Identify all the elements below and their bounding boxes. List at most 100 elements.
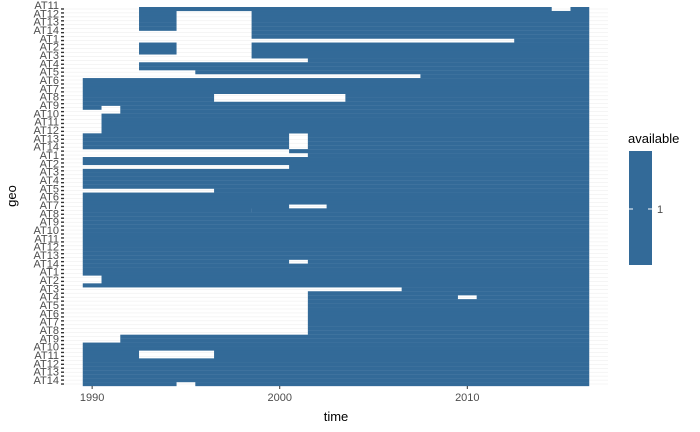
heatmap-cell <box>251 208 590 213</box>
heatmap-cell <box>307 303 590 308</box>
y-tick-label: AT5 <box>40 300 59 312</box>
heatmap-cell <box>82 232 590 237</box>
heatmap-cell <box>82 235 590 241</box>
y-tick-label: AT6 <box>40 75 59 87</box>
heatmap-cell <box>139 22 177 27</box>
heatmap-cell <box>307 318 590 323</box>
heatmap-cell <box>289 149 590 154</box>
heatmap-cell <box>82 180 590 185</box>
x-tick-label: 2000 <box>267 392 291 404</box>
y-tick-label: AT7 <box>40 83 59 95</box>
heatmap-cell <box>82 184 590 189</box>
heatmap-cell <box>82 168 590 173</box>
y-tick-label: AT3 <box>40 283 59 295</box>
heatmap-cell <box>82 342 590 347</box>
heatmap-cell <box>139 18 177 23</box>
y-tick-label: AT14 <box>34 142 59 154</box>
heatmap-cell <box>82 220 590 225</box>
heatmap-cell <box>82 93 215 98</box>
heatmap-cell <box>139 50 177 55</box>
heatmap-cell <box>251 22 590 27</box>
heatmap-cell <box>82 271 590 276</box>
y-tick-label: AT11 <box>34 0 59 12</box>
heatmap-cell <box>420 74 590 79</box>
heatmap-cell <box>82 243 590 248</box>
y-tick-label: AT4 <box>40 292 59 304</box>
y-tick-label: AT10 <box>34 225 59 237</box>
heatmap-cell <box>82 89 590 95</box>
y-tick-label: AT11 <box>34 117 59 129</box>
heatmap-cell <box>401 287 590 292</box>
heatmap-cell <box>120 105 590 110</box>
heatmap-cell <box>82 374 590 379</box>
heatmap-cell <box>101 125 590 130</box>
heatmap-cell <box>120 334 590 339</box>
heatmap-cell <box>307 133 590 138</box>
heatmap-cell <box>82 204 290 209</box>
heatmap-cell <box>82 157 590 162</box>
y-tick-label: AT2 <box>40 158 59 170</box>
heatmap-cell <box>82 141 290 146</box>
y-tick-label: AT7 <box>40 317 59 329</box>
y-tick-label: AT1 <box>40 150 59 162</box>
heatmap-cell <box>82 346 590 351</box>
heatmap-cell <box>82 263 590 268</box>
heatmap-cell <box>82 78 590 83</box>
heatmap-cell <box>82 228 590 233</box>
heatmap-cell <box>139 46 177 51</box>
y-tick-label: AT8 <box>40 208 59 220</box>
heatmap-cell <box>82 212 590 217</box>
y-tick-label: AT3 <box>40 167 59 179</box>
heatmap-cell <box>307 145 590 150</box>
heatmap-cell <box>326 204 590 209</box>
heatmap-cell <box>251 18 590 23</box>
heatmap-cell <box>82 370 590 375</box>
heatmap-cell <box>82 160 590 166</box>
heatmap-cell <box>82 137 290 142</box>
heatmap-cell <box>82 350 140 355</box>
y-tick-label: AT1 <box>40 33 59 45</box>
heatmap-cell <box>307 153 590 158</box>
y-tick-label: AT12 <box>34 8 59 20</box>
y-tick-label: AT4 <box>40 58 59 70</box>
y-tick-label: AT13 <box>34 17 59 29</box>
heatmap-cell <box>307 322 590 327</box>
y-tick-label: AT6 <box>40 192 59 204</box>
heatmap-cell <box>307 259 590 264</box>
heatmap-cell <box>82 97 215 102</box>
heatmap-cell <box>101 121 590 126</box>
heatmap-cell <box>251 50 590 55</box>
heatmap-cell <box>82 216 590 221</box>
heatmap-cell <box>307 326 590 331</box>
heatmap-cell <box>214 354 590 359</box>
x-axis-title: time <box>324 409 349 424</box>
heatmap-cell <box>214 188 590 193</box>
heatmap-cell <box>82 196 590 201</box>
heatmap-cell <box>307 310 590 316</box>
y-tick-label: AT13 <box>34 367 59 379</box>
heatmap-cell <box>82 200 590 205</box>
legend-title: available <box>628 131 679 146</box>
y-tick-label: AT13 <box>34 250 59 262</box>
heatmap-cell <box>307 141 590 146</box>
heatmap-cell <box>139 7 552 12</box>
y-tick-label: AT11 <box>34 233 59 245</box>
heatmap-cell <box>82 85 590 91</box>
y-tick-label: AT5 <box>40 67 59 79</box>
heatmap-cell <box>307 307 590 312</box>
heatmap-cell <box>101 279 590 284</box>
heatmap-cell <box>82 247 590 252</box>
heatmap-cell <box>82 267 590 272</box>
heatmap-cell <box>82 82 590 87</box>
y-tick-label: AT8 <box>40 325 59 337</box>
heatmap-cell <box>82 105 102 110</box>
heatmap-cell <box>251 34 590 39</box>
heatmap-cell <box>82 358 590 363</box>
y-tick-label: AT14 <box>34 375 59 387</box>
heatmap-cell <box>307 299 590 304</box>
heatmap-cell <box>195 70 590 75</box>
heatmap-cell <box>570 7 590 12</box>
heatmap-cell <box>307 314 590 320</box>
heatmap-cell <box>82 176 590 181</box>
